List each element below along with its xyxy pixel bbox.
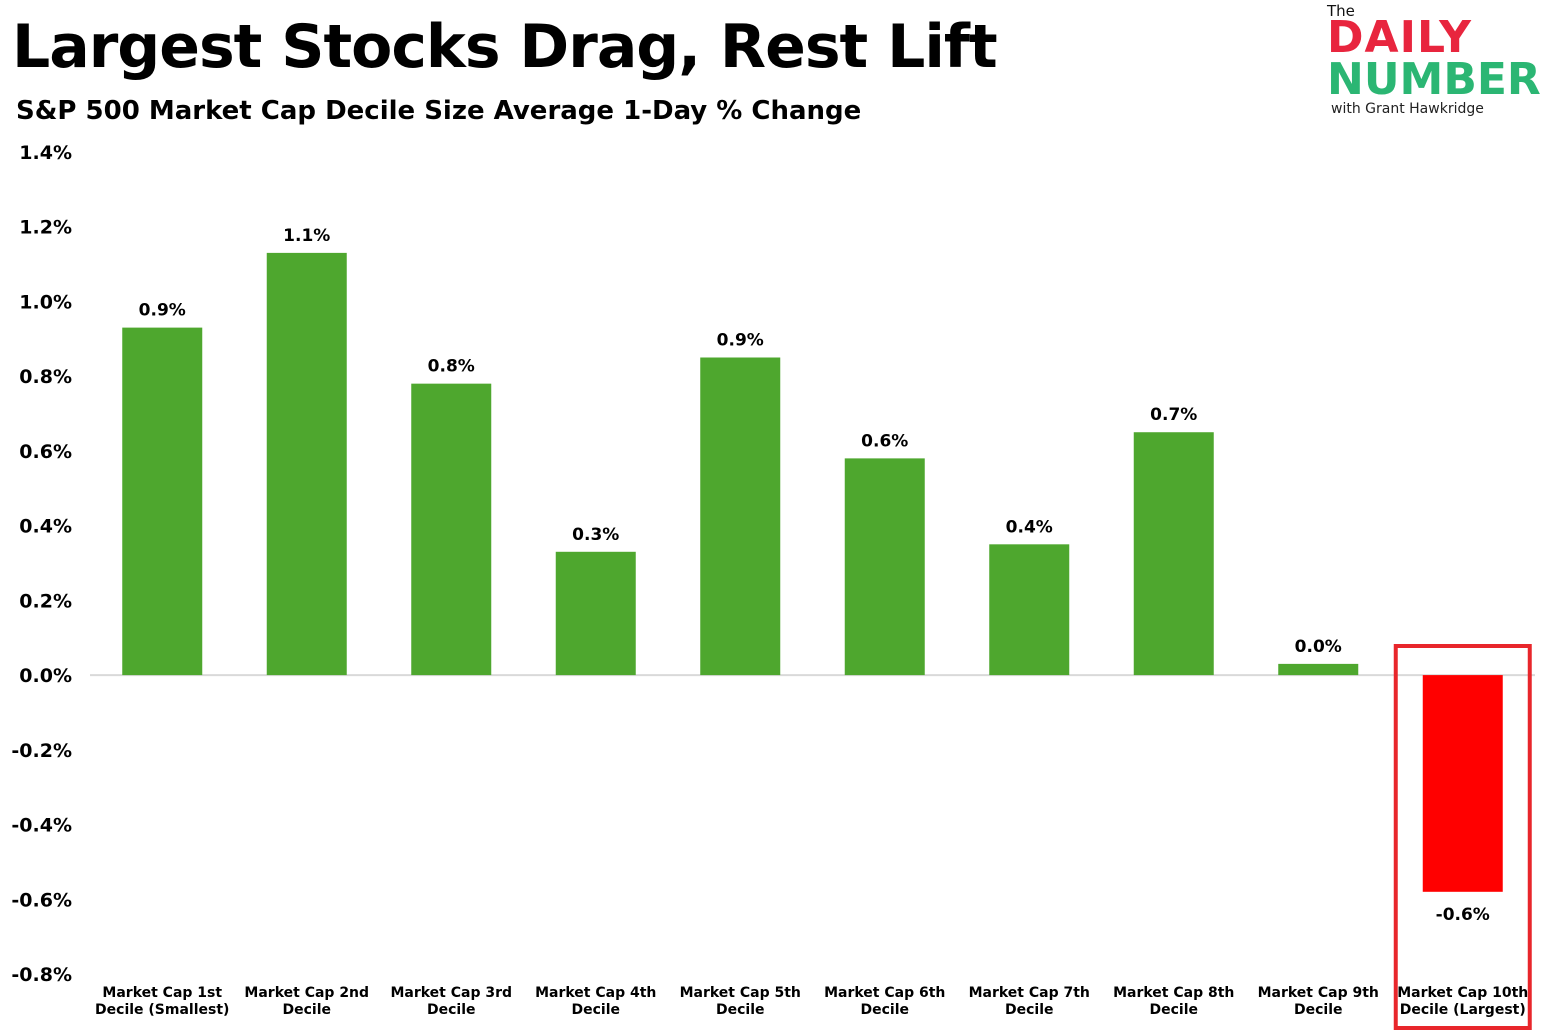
x-category-label: Market Cap 8th	[1113, 985, 1234, 1001]
y-tick-label: 0.8%	[19, 366, 72, 388]
y-tick-label: 1.4%	[19, 142, 72, 164]
bar	[989, 544, 1070, 676]
bar	[844, 458, 925, 676]
y-tick-label: -0.8%	[11, 964, 72, 986]
y-tick-label: -0.6%	[11, 889, 72, 911]
x-category-label: Decile (Smallest)	[95, 1002, 229, 1018]
x-category-label: Decile	[571, 1002, 620, 1018]
y-tick-label: -0.2%	[11, 740, 72, 762]
x-category-label: Decile (Largest)	[1400, 1002, 1526, 1018]
data-label: 0.4%	[1006, 517, 1053, 537]
data-label: 0.9%	[717, 331, 764, 351]
y-tick-label: 1.0%	[19, 291, 72, 313]
data-label: 0.3%	[572, 525, 619, 545]
x-category-label: Decile	[716, 1002, 765, 1018]
bar	[1133, 432, 1214, 676]
highlight-box	[1393, 644, 1532, 1030]
x-category-label: Decile	[860, 1002, 909, 1018]
x-category-label: Market Cap 7th	[969, 985, 1090, 1001]
x-category-label: Market Cap 2nd	[244, 985, 369, 1001]
x-category-label: Market Cap 1st	[102, 985, 222, 1001]
x-category-label: Market Cap 6th	[824, 985, 945, 1001]
logo-the-text: The	[1327, 2, 1355, 20]
data-label: 0.0%	[1295, 637, 1342, 657]
y-tick-label: 0.6%	[19, 441, 72, 463]
data-label: 0.9%	[139, 301, 186, 321]
x-category-label: Decile	[1294, 1002, 1343, 1018]
bar	[266, 252, 347, 676]
page-title: Largest Stocks Drag, Rest Lift	[12, 12, 998, 82]
x-category-label: Decile	[282, 1002, 331, 1018]
y-tick-label: 0.4%	[19, 516, 72, 538]
y-tick-label: 0.2%	[19, 590, 72, 612]
x-category-label: Decile	[427, 1002, 476, 1018]
logo-byline: with Grant Hawkridge	[1331, 101, 1484, 117]
logo-daily-text: DAILY	[1327, 12, 1472, 63]
x-category-label: Market Cap 4th	[535, 985, 656, 1001]
x-category-label: Market Cap 3rd	[390, 985, 512, 1001]
y-tick-label: 1.2%	[19, 217, 72, 239]
bar	[555, 551, 636, 676]
x-category-label: Decile	[1005, 1002, 1054, 1018]
data-label: -0.6%	[1436, 905, 1490, 925]
bar	[122, 327, 203, 676]
logo-number-text: NUMBER	[1327, 54, 1541, 105]
daily-number-logo: The DAILY NUMBER with Grant Hawkridge	[1322, 0, 1554, 122]
x-category-label: Market Cap 9th	[1258, 985, 1379, 1001]
y-tick-label: -0.4%	[11, 815, 72, 837]
chart-subtitle: S&P 500 Market Cap Decile Size Average 1…	[16, 96, 862, 126]
x-category-label: Market Cap 5th	[680, 985, 801, 1001]
x-category-label: Decile	[1149, 1002, 1198, 1018]
y-tick-label: 0.0%	[19, 665, 72, 687]
bar	[1422, 675, 1503, 892]
bar	[1278, 663, 1359, 676]
data-label: 0.8%	[428, 357, 475, 377]
data-label: 0.7%	[1150, 405, 1197, 425]
x-category-label: Market Cap 10th	[1397, 985, 1528, 1001]
data-label: 0.6%	[861, 431, 908, 451]
bar	[700, 357, 781, 676]
bar	[411, 383, 492, 676]
data-label: 1.1%	[283, 226, 330, 246]
